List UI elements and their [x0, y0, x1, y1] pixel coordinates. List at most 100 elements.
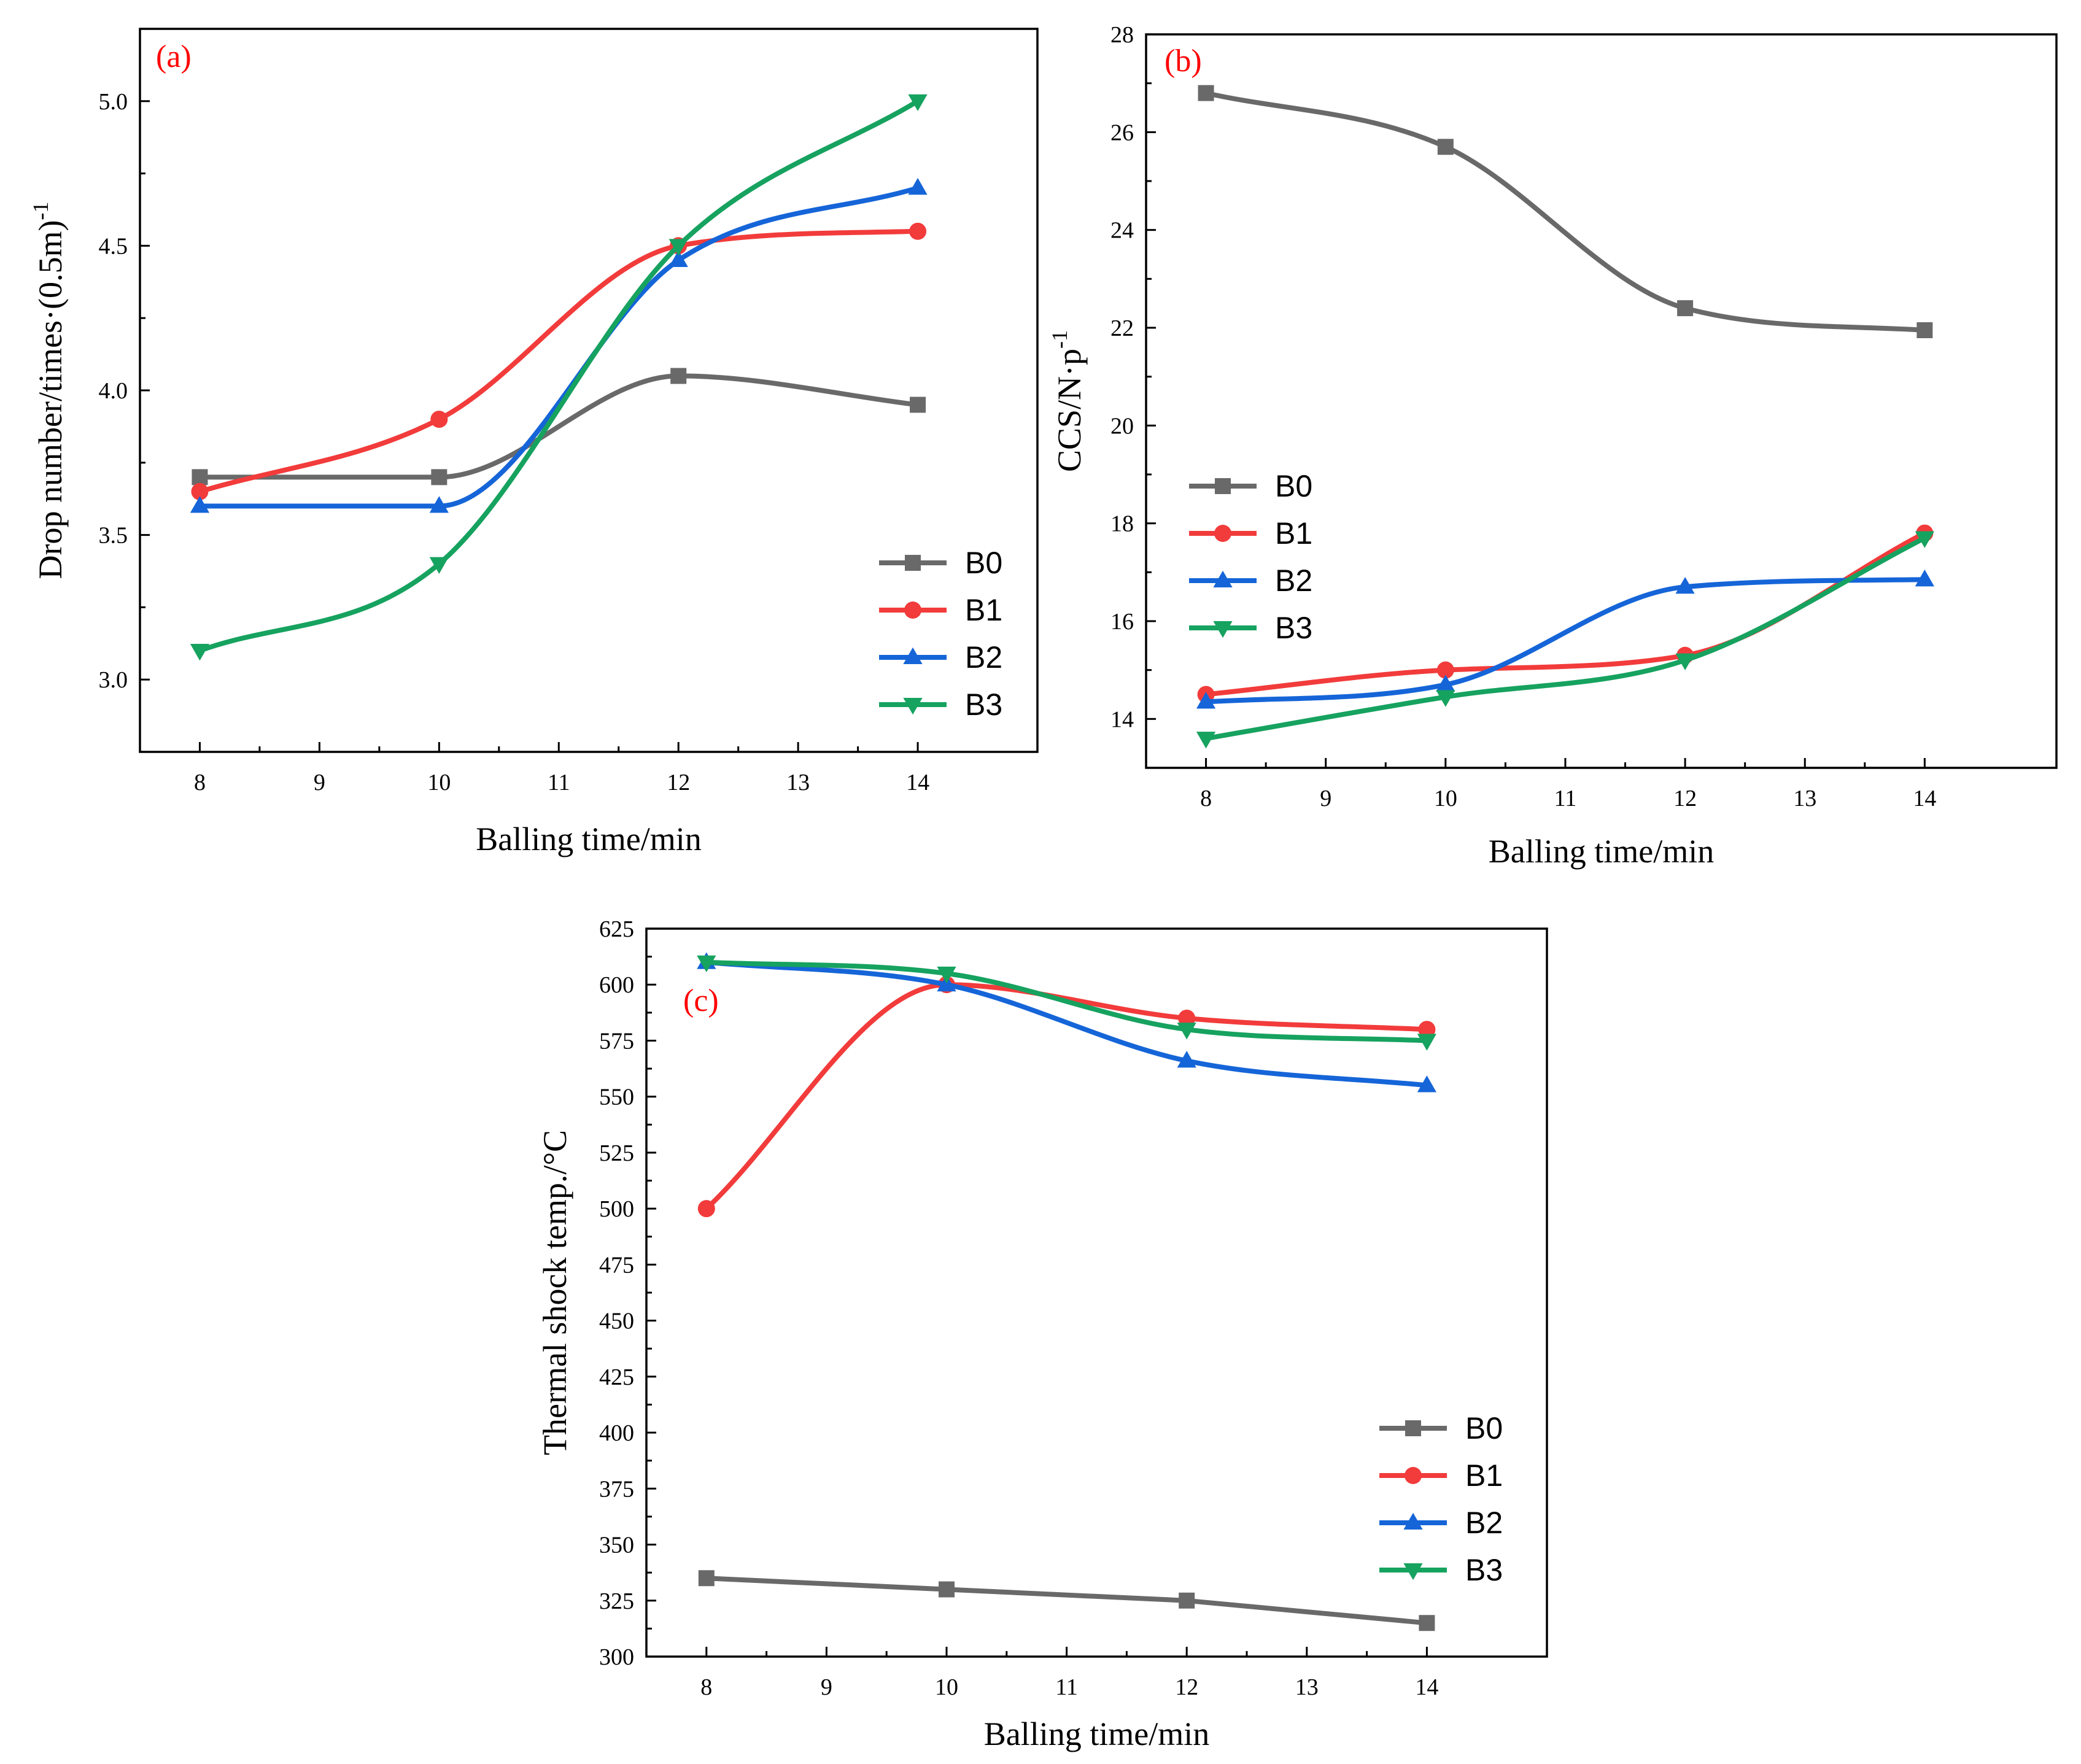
- data-point-b0: [1419, 1615, 1435, 1631]
- x-tick-label: 13: [1295, 1674, 1319, 1700]
- legend-marker-b1: [1214, 525, 1231, 542]
- series-line-b1: [1203, 530, 1928, 697]
- y-axis-label: Drop number/times·(0.5m)-1: [28, 202, 69, 579]
- legend-marker-b3: [1403, 1563, 1423, 1580]
- panel-label: (c): [683, 983, 719, 1018]
- x-axis-label: Balling time/min: [476, 821, 701, 857]
- y-axis-label-main: CCS/N·p: [1051, 349, 1088, 472]
- x-tick-label: 8: [1200, 786, 1212, 811]
- series-line-b0: [197, 373, 921, 480]
- data-point-b2: [429, 496, 449, 513]
- panel-label: (a): [156, 39, 192, 74]
- legend: B0 B1 B2 B3: [1379, 1411, 1503, 1587]
- legend-marker-b2: [1403, 1512, 1423, 1530]
- legend-marker-b0: [1405, 1420, 1421, 1436]
- series-b3: [697, 955, 1436, 1051]
- data-point-b2: [908, 177, 928, 195]
- series-b1: [191, 222, 927, 500]
- data-point-b3: [1436, 690, 1455, 707]
- data-point-b1: [1418, 1021, 1436, 1039]
- x-tick-label: 8: [194, 770, 206, 795]
- data-point-b3: [1417, 1034, 1436, 1051]
- data-point-b3: [668, 239, 688, 256]
- y-tick-label: 22: [1110, 315, 1134, 341]
- data-point-b0: [939, 1581, 955, 1598]
- y-tick-label: 350: [599, 1533, 634, 1558]
- data-point-b0: [1916, 322, 1933, 338]
- data-point-b1: [430, 411, 448, 428]
- y-tick-label: 20: [1110, 413, 1134, 439]
- legend-label-b3: B3: [1465, 1553, 1503, 1587]
- y-tick-label: 575: [599, 1028, 634, 1054]
- legend-marker-b0: [905, 555, 921, 571]
- legend-label-b0: B0: [1275, 469, 1312, 503]
- x-axis-label: Balling time/min: [1489, 833, 1714, 870]
- series-b2: [190, 177, 928, 513]
- series-line-b2: [1203, 577, 1928, 705]
- data-point-b3: [190, 644, 210, 661]
- legend-label-b1: B1: [1275, 516, 1312, 551]
- plot-frame: [1145, 33, 2058, 769]
- y-tick-label: 4.5: [99, 233, 128, 259]
- plot-frame: [139, 28, 1039, 753]
- legend-marker-b1: [904, 602, 921, 619]
- x-tick-label: 9: [1320, 786, 1331, 811]
- y-tick-label: 600: [599, 972, 634, 998]
- y-tick-label: 300: [599, 1644, 634, 1670]
- legend-marker-b2: [903, 647, 923, 665]
- x-tick-label: 14: [1913, 786, 1936, 811]
- legend-label-b1: B1: [965, 593, 1002, 627]
- x-tick-label: 10: [935, 1674, 958, 1700]
- data-point-b3: [697, 955, 716, 972]
- y-tick-label: 525: [599, 1140, 634, 1166]
- legend-label-b0: B0: [1465, 1411, 1503, 1445]
- data-point-b3: [937, 966, 956, 984]
- series-b1: [697, 976, 1436, 1218]
- x-tick-label: 12: [1175, 1674, 1198, 1700]
- x-tick-label: 10: [427, 770, 451, 795]
- data-point-b2: [1675, 576, 1695, 594]
- data-point-b0: [910, 397, 926, 413]
- x-tick-label: 14: [1415, 1674, 1438, 1700]
- y-tick-label: 625: [599, 916, 634, 942]
- series-line-b0: [1203, 90, 1928, 333]
- series-b3: [1196, 531, 1934, 749]
- chart-panel-b: 8 9 10 11 12 13 14 14 16 18 20 22 24 26 28 (b) Balling t…: [1047, 22, 2058, 870]
- data-point-b3: [1915, 531, 1934, 548]
- y-axis-label: Thermal shock temp./°C: [537, 1130, 573, 1455]
- y-tick-label: 28: [1110, 22, 1134, 48]
- y-tick-label: 550: [599, 1085, 634, 1110]
- y-tick-label: 3.5: [99, 523, 128, 549]
- chart-panel-c: 8 9 10 11 12 13 14 300 325 350 375 400 425 450 475 500 5…: [537, 916, 1548, 1752]
- y-tick-label: 24: [1110, 218, 1134, 244]
- data-point-b2: [1915, 570, 1934, 587]
- legend-label-b2: B2: [1275, 563, 1312, 598]
- x-tick-label: 13: [1793, 786, 1816, 811]
- legend-marker-b1: [1405, 1467, 1422, 1484]
- data-point-b0: [1437, 139, 1454, 155]
- data-point-b3: [429, 557, 449, 574]
- data-point-b0: [670, 368, 687, 384]
- y-tick-label: 4.0: [99, 378, 128, 404]
- series-line-b2: [197, 185, 921, 509]
- series-b0: [1198, 85, 1933, 338]
- y-axis-label-superscript: -1: [1047, 330, 1072, 349]
- panel-label: (b): [1165, 44, 1202, 79]
- x-tick-label: 11: [548, 770, 570, 795]
- data-point-b2: [1177, 1051, 1196, 1068]
- data-point-b0: [1179, 1592, 1195, 1609]
- series-b2: [1196, 570, 1934, 709]
- x-tick-label: 9: [314, 770, 325, 795]
- data-point-b0: [1198, 85, 1214, 101]
- series-line-b3: [703, 959, 1430, 1043]
- data-point-b0: [698, 1570, 715, 1587]
- y-tick-label: 18: [1110, 511, 1134, 537]
- data-point-b3: [1196, 732, 1216, 749]
- legend-label-b2: B2: [1465, 1506, 1503, 1540]
- legend-label-b2: B2: [965, 640, 1002, 675]
- y-axis-label-superscript: -1: [28, 202, 53, 220]
- y-tick-label: 425: [599, 1364, 634, 1390]
- legend-label-b3: B3: [1275, 611, 1312, 645]
- data-point-b2: [1417, 1075, 1436, 1093]
